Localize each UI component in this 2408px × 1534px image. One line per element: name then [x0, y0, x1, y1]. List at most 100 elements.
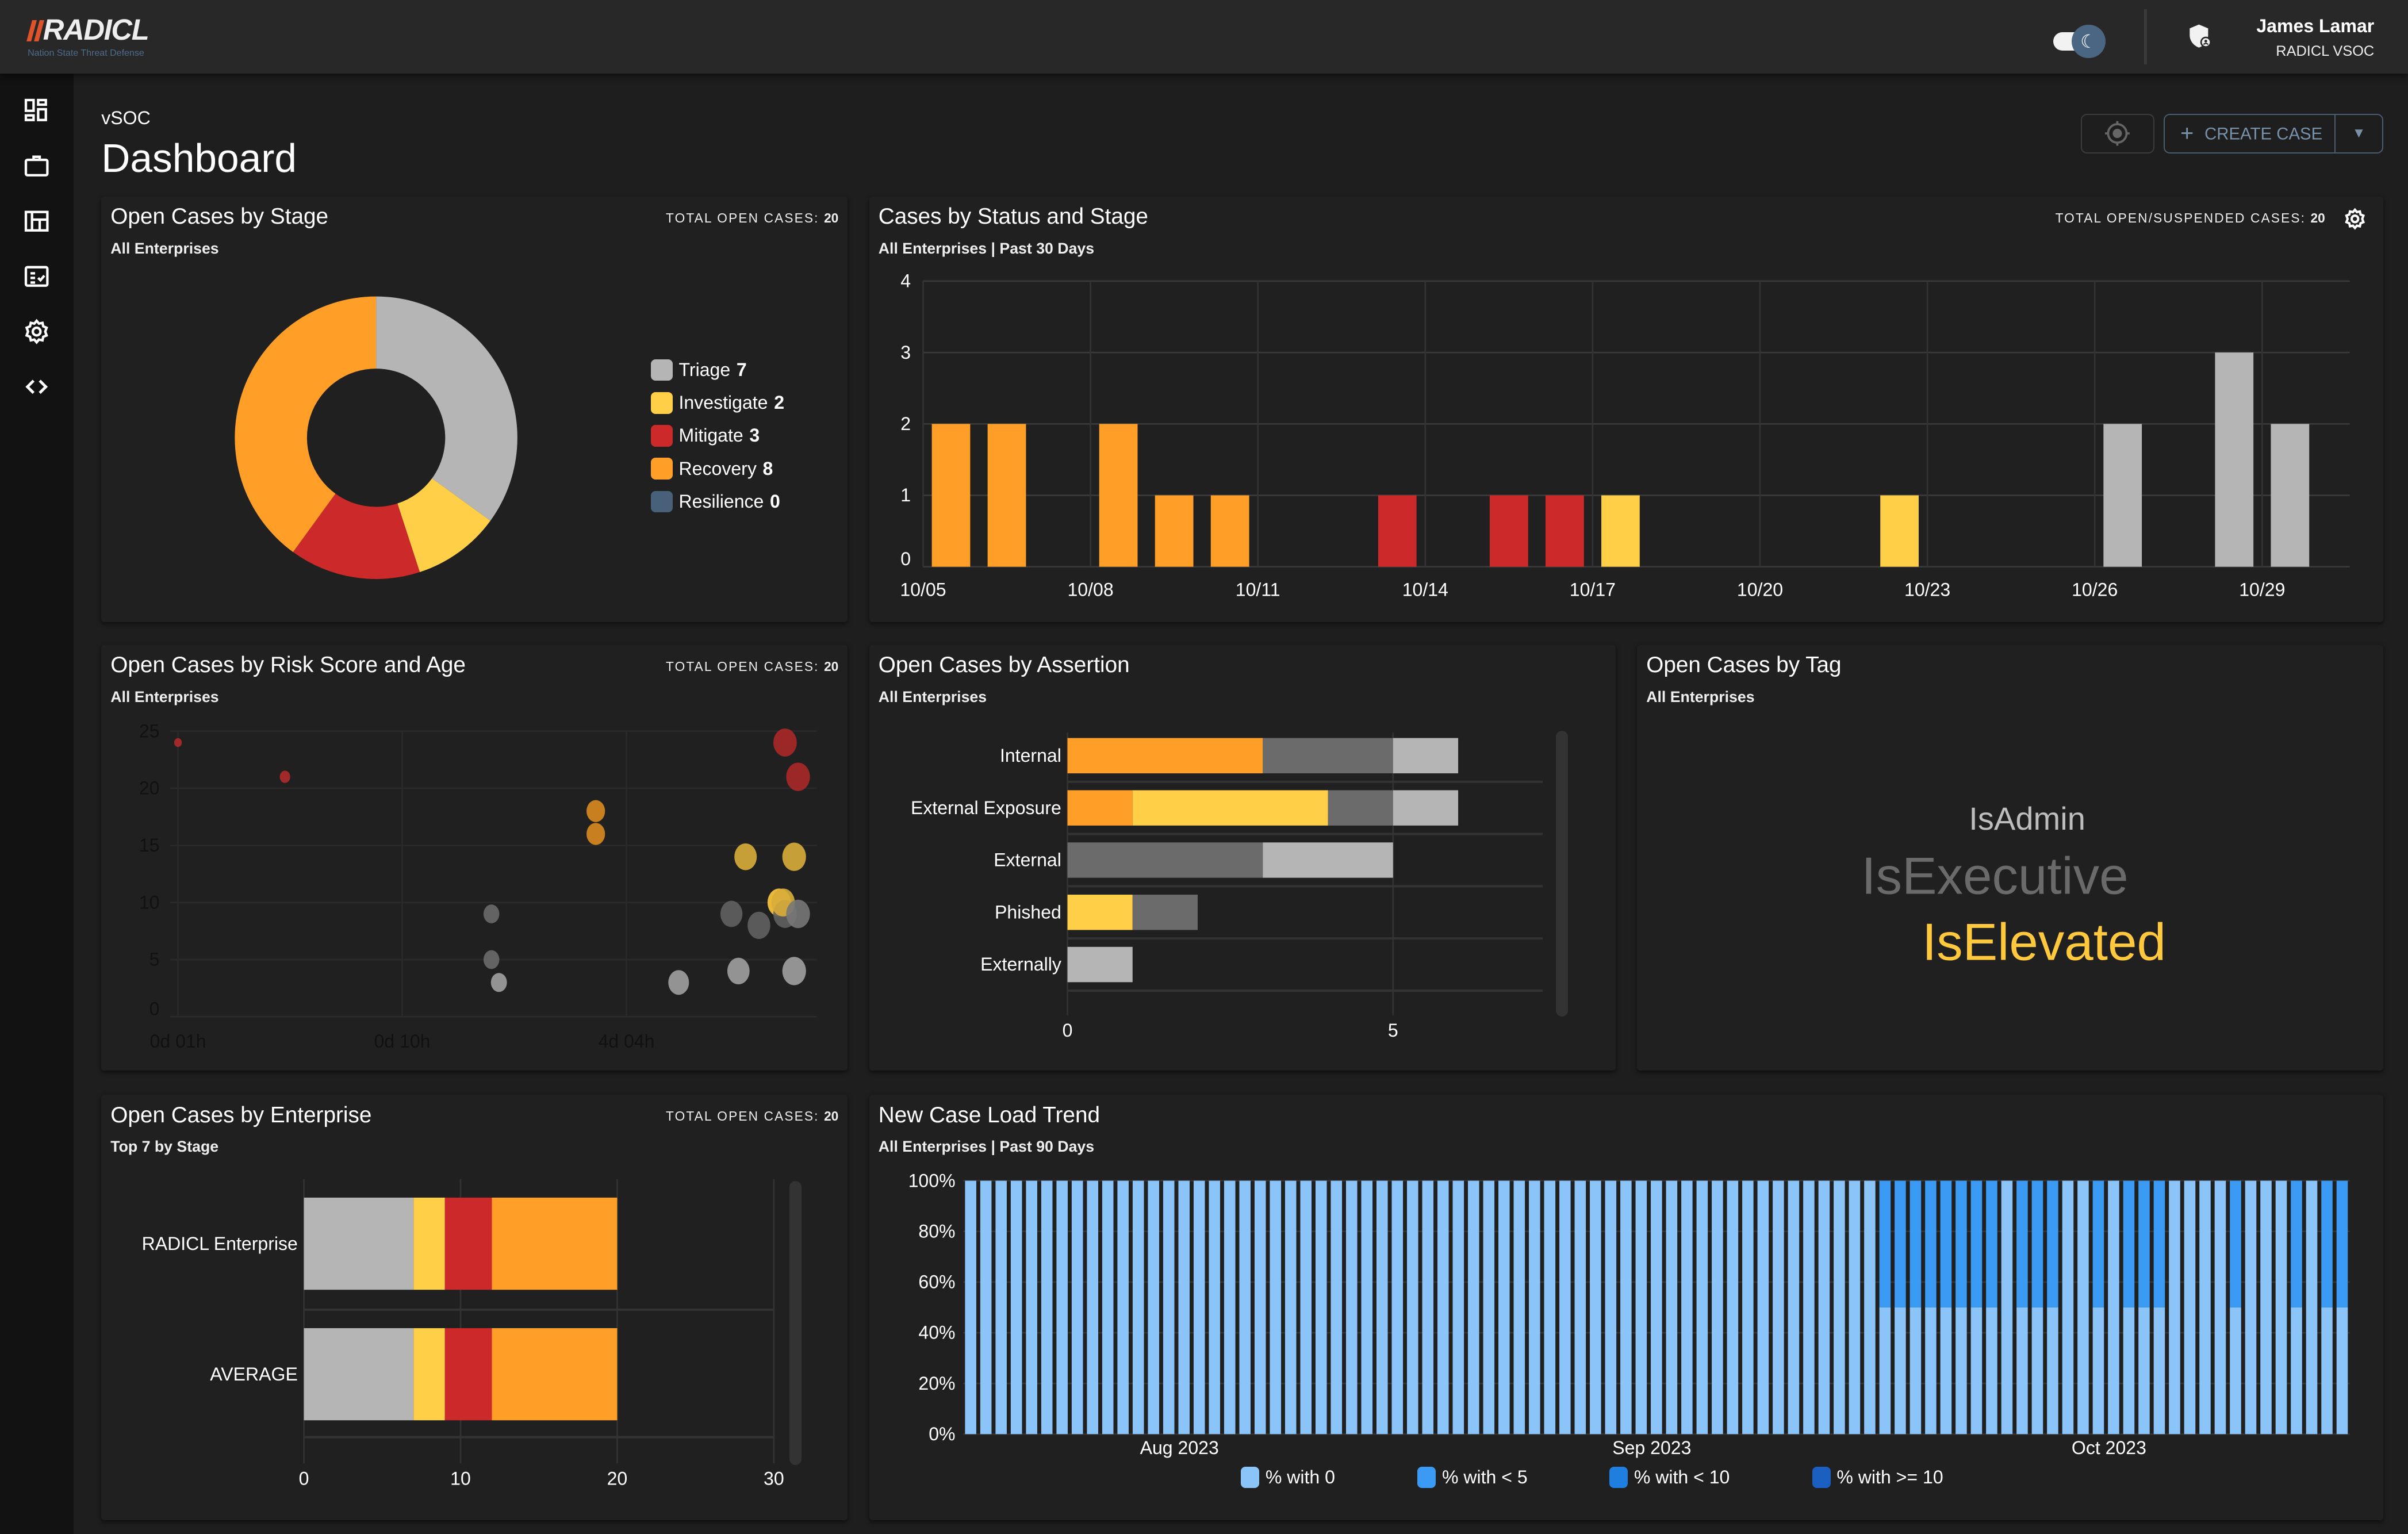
- legend-item-recovery[interactable]: Recovery 8: [651, 458, 773, 480]
- trend-bar-segment: [1300, 1180, 1312, 1435]
- donut-slice-triage: [376, 296, 518, 521]
- trend-bar-segment: [1056, 1180, 1068, 1435]
- trend-bar-segment: [1818, 1180, 1830, 1435]
- trend-bar-segment: [1970, 1180, 1982, 1308]
- legend-item-resilience[interactable]: Resilience 0: [651, 490, 780, 512]
- theme-toggle[interactable]: ☾: [2053, 24, 2111, 59]
- sidebar-item-layout[interactable]: [21, 206, 52, 236]
- trend-bar-segment: [1650, 1180, 1662, 1435]
- breadcrumb[interactable]: vSOC: [101, 107, 151, 128]
- trend-bar-segment: [2306, 1180, 2318, 1435]
- tag-word[interactable]: IsElevated: [1922, 913, 2166, 972]
- trend-bar-segment: [2168, 1180, 2180, 1435]
- x-tick-label: 0d 10h: [374, 1031, 431, 1052]
- trend-bar-segment: [1574, 1180, 1586, 1435]
- user-name[interactable]: James Lamar: [2256, 15, 2375, 36]
- trend-bar-segment: [1270, 1180, 1281, 1435]
- trend-bar-segment: [1605, 1180, 1616, 1435]
- x-tick-label: 20: [607, 1468, 628, 1489]
- trend-bar-segment: [2260, 1180, 2272, 1435]
- create-case-dropdown[interactable]: ▼: [2334, 113, 2384, 154]
- trend-bar-segment: [2229, 1307, 2241, 1435]
- radicl-logo[interactable]: RADICL Nation State Threat Defense: [26, 15, 166, 59]
- trend-bar-segment: [2031, 1180, 2043, 1308]
- trend-bar-segment: [1635, 1180, 1647, 1435]
- admin-shield-icon[interactable]: [2187, 23, 2214, 51]
- legend-item-mitigate[interactable]: Mitigate 3: [651, 425, 760, 447]
- sidebar-item-cases[interactable]: [21, 151, 52, 181]
- trend-bar-segment: [2153, 1180, 2165, 1308]
- bar-investigate: [1880, 495, 1919, 567]
- x-tick-label: 10/08: [1067, 579, 1113, 600]
- legend-swatch: [651, 490, 673, 512]
- legend-swatch: [651, 359, 673, 381]
- bar-investigate: [1601, 495, 1640, 567]
- scrollbar[interactable]: [789, 1180, 802, 1466]
- bar-segment: [1067, 842, 1263, 878]
- trend-bar-segment: [2290, 1180, 2302, 1308]
- trend-bar-segment: [1406, 1180, 1418, 1435]
- trend-bar-segment: [1467, 1180, 1479, 1435]
- bar-segment: [1132, 894, 1198, 930]
- trend-bar-segment: [1742, 1180, 1754, 1435]
- category-label: External Exposure: [911, 797, 1061, 818]
- scatter-point: [782, 842, 807, 871]
- card-title: Open Cases by Stage: [110, 204, 329, 229]
- scatter-point: [782, 957, 807, 985]
- trend-bar-segment: [2184, 1180, 2195, 1435]
- moon-icon: ☾: [2072, 24, 2106, 59]
- trend-bar-segment: [1041, 1180, 1053, 1435]
- trend-bar-segment: [2016, 1180, 2028, 1308]
- legend-item[interactable]: % with 0: [1241, 1466, 1335, 1489]
- card-open-cases-by-risk-score-and-age: Open Cases by Risk Score and Age All Ent…: [101, 645, 848, 1071]
- sidebar-item-dashboard[interactable]: [21, 95, 52, 126]
- bar-mitigate: [1378, 495, 1417, 567]
- sidebar-item-settings[interactable]: [21, 316, 52, 347]
- legend-item[interactable]: % with < 5: [1417, 1466, 1528, 1489]
- sidebar-item-developer[interactable]: [21, 371, 52, 402]
- trend-bar-segment: [2123, 1307, 2134, 1435]
- bar-segment: [1132, 790, 1328, 826]
- bar-segment: [1067, 946, 1133, 983]
- focus-button[interactable]: [2081, 113, 2155, 154]
- scatter-point: [668, 970, 689, 995]
- x-tick-label: 10/23: [1904, 579, 1950, 600]
- tag-word[interactable]: IsAdmin: [1969, 800, 2085, 837]
- x-tick-label: 0: [1062, 1020, 1072, 1041]
- legend-item-triage[interactable]: Triage 7: [651, 359, 747, 381]
- create-case-button[interactable]: + CREATE CASE: [2164, 113, 2336, 154]
- category-label: Internal: [1000, 745, 1061, 766]
- x-tick-label: 0d 01h: [150, 1031, 206, 1052]
- legend-item[interactable]: % with < 10: [1609, 1466, 1730, 1489]
- trend-bar-segment: [1757, 1180, 1769, 1435]
- trend-bar-segment: [1498, 1180, 1510, 1435]
- x-tick-label: 10/17: [1570, 579, 1616, 600]
- card-subtitle: All Enterprises | Past 30 Days: [878, 239, 1095, 257]
- risk-age-scatter-chart: 0 5 10 15 20 25 0d 01h 0d 10h 4d 04h: [139, 720, 817, 1052]
- trend-bar-segment: [1391, 1180, 1403, 1435]
- tag-word[interactable]: IsExecutive: [1861, 847, 2129, 906]
- briefcase-icon: [25, 155, 49, 177]
- sidebar-item-tasks[interactable]: [21, 261, 52, 292]
- top-bar: RADICL Nation State Threat Defense ☾ Jam…: [0, 0, 2408, 74]
- bar-segment: [492, 1328, 618, 1421]
- trend-bar-segment: [1879, 1180, 1891, 1308]
- chart-settings-button[interactable]: [2342, 206, 2368, 232]
- bar-mitigate: [1489, 495, 1528, 567]
- legend-count: 0: [770, 490, 780, 512]
- donut-slice-recovery: [235, 296, 377, 553]
- legend-label: % with >= 10: [1836, 1466, 1943, 1487]
- scrollbar[interactable]: [1555, 731, 1568, 1017]
- card-subtitle: All Enterprises | Past 90 Days: [878, 1138, 1095, 1156]
- trend-bar-segment: [2199, 1180, 2211, 1435]
- bar-segment: [445, 1328, 492, 1421]
- trend-bar-segment: [1026, 1180, 1037, 1435]
- scatter-point: [747, 911, 771, 939]
- legend-item[interactable]: % with >= 10: [1812, 1466, 1943, 1489]
- legend-item-investigate[interactable]: Investigate 2: [651, 392, 784, 414]
- trend-bar-segment: [1528, 1180, 1540, 1435]
- gear-icon: [25, 319, 49, 344]
- card-title: Open Cases by Enterprise: [110, 1102, 372, 1128]
- sidebar: [0, 74, 74, 1534]
- trend-bar-segment: [1148, 1180, 1159, 1435]
